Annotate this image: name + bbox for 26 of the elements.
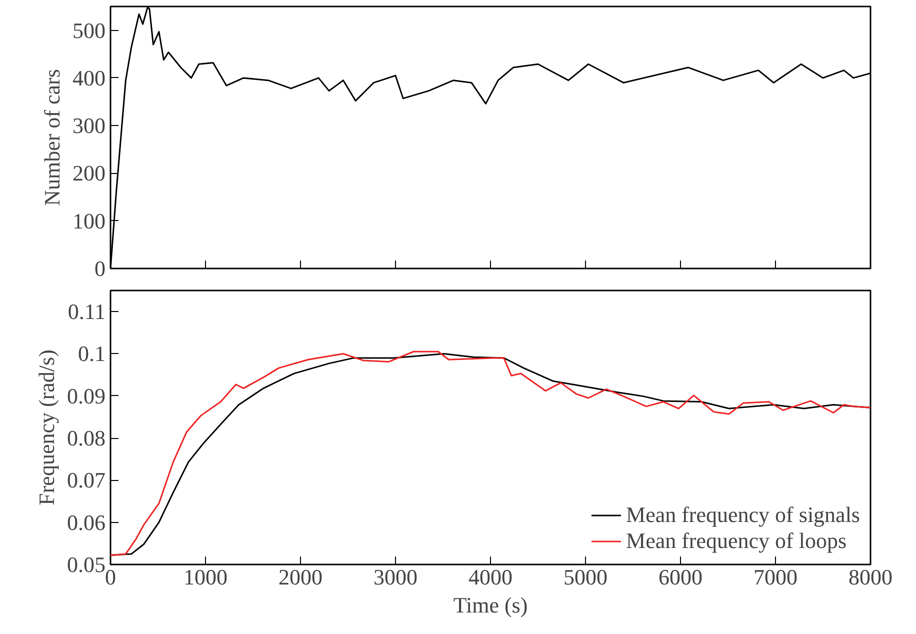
y-tick-label: 0.1 (78, 341, 106, 366)
y-tick-label: 0.07 (67, 468, 106, 493)
x-tick-label: 2000 (278, 564, 322, 590)
y-axis-title: Frequency (rad/s) (34, 350, 59, 506)
y-tick-label: 400 (72, 65, 106, 90)
y-tick-label: 0.05 (67, 552, 106, 577)
y-tick-label: 100 (72, 208, 106, 234)
y-tick-label: 0 (94, 256, 106, 281)
x-tick-label: 5000 (564, 564, 608, 590)
legend-label: Mean frequency of signals (626, 502, 860, 528)
x-axis-title: Time (s) (453, 592, 528, 618)
x-tick-label: 1000 (184, 564, 228, 590)
x-tick-label: 8000 (848, 564, 892, 590)
x-tick-label: 4000 (468, 564, 512, 590)
y-tick-label: 0.06 (67, 510, 106, 535)
legend-label: Mean frequency of loops (626, 528, 847, 554)
y-tick-label: 0.08 (67, 426, 106, 451)
x-tick-label: 7000 (754, 564, 798, 590)
x-tick-label: 3000 (374, 564, 418, 590)
x-tick-label: 6000 (658, 564, 702, 590)
y-tick-label: 0.11 (68, 299, 106, 324)
y-tick-label: 0.09 (67, 383, 106, 408)
y-axis-title: Number of cars (40, 69, 64, 206)
y-tick-label: 500 (72, 18, 106, 43)
y-tick-label: 300 (72, 113, 106, 138)
y-tick-label: 200 (72, 160, 106, 186)
